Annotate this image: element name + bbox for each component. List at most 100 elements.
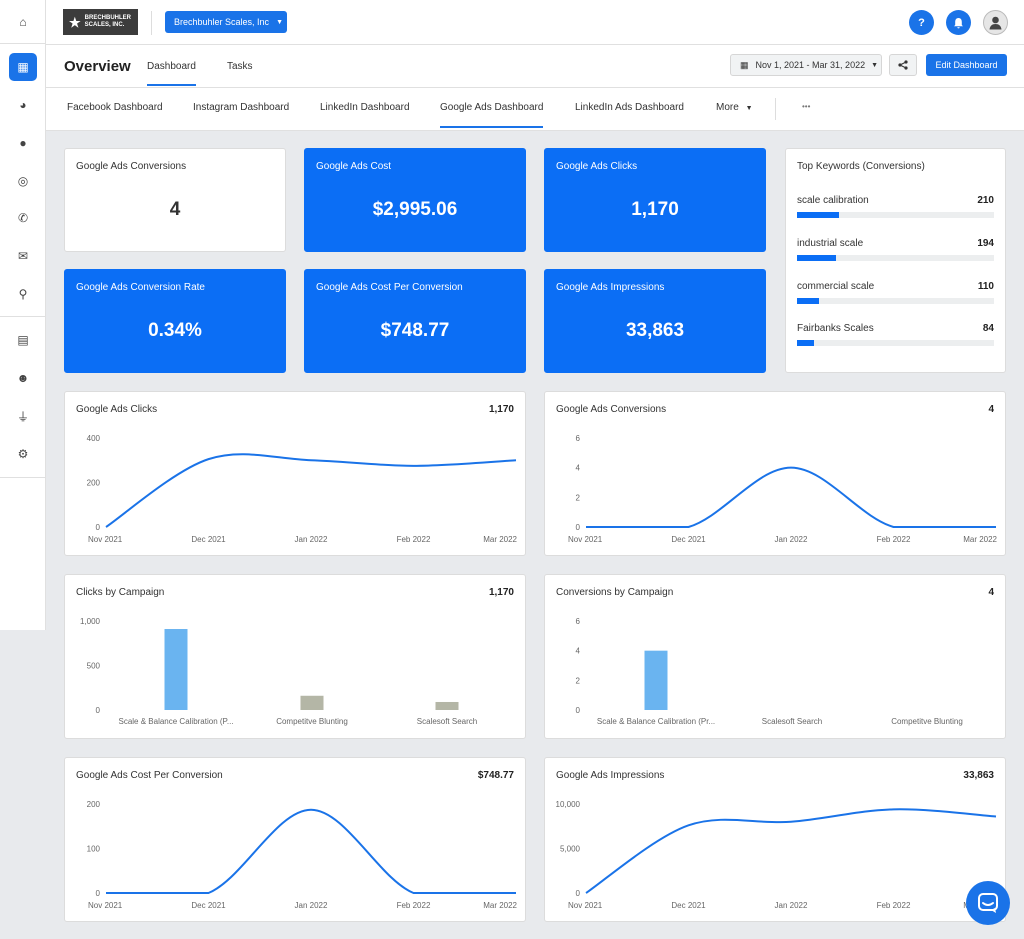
x-tick-label: Mar 2022	[483, 535, 517, 544]
notifications-button[interactable]	[946, 10, 971, 35]
chart-svg: 0 5,000 10,000 Nov 2021 Dec 2021 Jan 2022 Feb …	[556, 800, 998, 910]
pie-chart-icon[interactable]: ◕	[19, 98, 27, 112]
conversions-chart-card[interactable]: Google Ads Conversions 4 0 2 4 6 Nov 2021 Dec…	[544, 391, 1006, 556]
y-tick-label: 0	[96, 523, 101, 532]
home-icon[interactable]: ⌂	[19, 15, 27, 29]
top-keywords-card[interactable]: Top Keywords (Conversions) scale calibra…	[785, 148, 1006, 373]
chart-title: Google Ads Impressions	[556, 770, 665, 781]
bar[interactable]	[164, 629, 188, 710]
user-icon[interactable]: ☻	[16, 371, 30, 385]
keyword-bar-fill	[797, 255, 836, 261]
logo-star-icon: ★	[69, 14, 81, 30]
chart-svg: 0 2 4 6 Nov 2021 Dec 2021 Jan 2022 Feb 2022 Mar …	[568, 434, 998, 544]
clicks-by-campaign-card[interactable]: Clicks by Campaign 1,170 0 500 1,000 Scale …	[64, 574, 526, 739]
phone-icon[interactable]: ✆	[17, 211, 29, 225]
plug-icon[interactable]: ⏚	[16, 409, 29, 424]
metric-card-cost-per-conversion[interactable]: Google Ads Cost Per Conversion $748.77	[304, 269, 526, 373]
share-button[interactable]	[889, 54, 917, 76]
y-tick-label: 200	[87, 800, 101, 809]
sidebar-divider	[0, 477, 46, 478]
x-tick-label: Feb 2022	[397, 535, 431, 544]
x-tick-label: Feb 2022	[877, 535, 911, 544]
y-tick-label: 0	[576, 889, 581, 898]
impressions-chart-card[interactable]: Google Ads Impressions 33,863 0 5,000 10,0…	[544, 757, 1006, 922]
series-line	[105, 453, 517, 528]
chart-svg: 0 2 4 6 Scale & Balance Calibration (Pr... Sc…	[576, 617, 963, 726]
tab-facebook-dashboard[interactable]: Facebook Dashboard	[67, 102, 163, 113]
dashboard-icon[interactable]: ▦	[9, 53, 37, 81]
metric-card-conversions[interactable]: Google Ads Conversions 4	[64, 148, 286, 252]
card-title: Google Ads Cost	[316, 161, 392, 172]
keyword-bar-fill	[797, 340, 814, 346]
dashboard-tabs: Facebook Dashboard Instagram Dashboard L…	[46, 88, 1024, 131]
card-value: $748.77	[380, 320, 450, 341]
keyword-value: 110	[977, 281, 994, 292]
y-tick-label: 4	[576, 464, 581, 473]
x-tick-label: Mar 2022	[483, 901, 517, 910]
keyword-value: 194	[977, 238, 994, 249]
y-tick-label: 0	[576, 523, 581, 532]
tab-more[interactable]: More ▼	[716, 102, 753, 113]
metric-card-cost[interactable]: Google Ads Cost $2,995.06	[304, 148, 526, 252]
date-range-button[interactable]: ▦ Nov 1, 2021 - Mar 31, 2022 ▼	[730, 54, 882, 76]
x-tick-label: Nov 2021	[88, 535, 123, 544]
metric-card-conversion-rate[interactable]: Google Ads Conversion Rate 0.34%	[64, 269, 286, 373]
chart-title: Clicks by Campaign	[76, 587, 165, 598]
card-title: Google Ads Conversion Rate	[76, 282, 205, 293]
card-title: Google Ads Cost Per Conversion	[316, 282, 463, 293]
chat-icon[interactable]: ●	[19, 136, 27, 150]
more-options-icon[interactable]: •••	[802, 102, 811, 111]
bar[interactable]	[644, 650, 668, 710]
bar[interactable]	[435, 701, 459, 710]
user-avatar[interactable]	[983, 10, 1008, 35]
chart-svg: 0 100 200 Nov 2021 Dec 2021 Jan 2022 Feb 2022 M…	[87, 800, 518, 910]
card-title: Top Keywords (Conversions)	[797, 161, 925, 172]
x-tick-label: Feb 2022	[877, 901, 911, 910]
clicks-chart-card[interactable]: Google Ads Clicks 1,170 0 200 400 Nov 2021 D…	[64, 391, 526, 556]
edit-dashboard-button[interactable]: Edit Dashboard	[926, 54, 1007, 76]
mail-icon[interactable]: ✉	[17, 249, 29, 263]
page-header: Overview Dashboard Tasks ▦ Nov 1, 2021 -…	[46, 45, 1024, 88]
gear-icon[interactable]: ⚙	[17, 447, 29, 461]
y-tick-label: 5,000	[560, 845, 581, 854]
location-icon[interactable]: ⚲	[18, 287, 28, 301]
tab-linkedin-ads-dashboard[interactable]: LinkedIn Ads Dashboard	[575, 102, 684, 113]
tab-instagram-dashboard[interactable]: Instagram Dashboard	[193, 102, 290, 113]
card-value: 1,170	[631, 199, 679, 220]
tab-dashboard[interactable]: Dashboard	[147, 61, 196, 86]
help-button[interactable]: ?	[909, 10, 934, 35]
x-tick-label: Nov 2021	[88, 901, 123, 910]
keyword-row: Fairbanks Scales 84	[797, 323, 994, 353]
conversions-by-campaign-card[interactable]: Conversions by Campaign 4 0 2 4 6 Scale & Ba…	[544, 574, 1006, 739]
x-tick-label: Dec 2021	[671, 901, 706, 910]
keyword-value: 84	[982, 323, 994, 334]
x-tick-label: Dec 2021	[191, 535, 226, 544]
card-value: 33,863	[625, 320, 685, 341]
avatar-icon	[989, 16, 1002, 30]
keyword-bar-fill	[797, 212, 840, 218]
report-icon[interactable]: ▤	[17, 333, 29, 347]
y-tick-label: 10,000	[556, 800, 581, 809]
client-selector-button[interactable]: Brechbuhler Scales, Inc ▼	[165, 11, 287, 33]
y-tick-label: 0	[576, 706, 581, 715]
chart-total: 4	[988, 404, 994, 415]
cost-per-conversion-chart-card[interactable]: Google Ads Cost Per Conversion $748.77 0…	[64, 757, 526, 922]
metric-card-impressions[interactable]: Google Ads Impressions 33,863	[544, 269, 766, 373]
keyword-bar-track	[797, 212, 994, 218]
tab-linkedin-dashboard[interactable]: LinkedIn Dashboard	[320, 102, 410, 113]
chat-launcher-button[interactable]	[966, 881, 1010, 925]
chart-title: Google Ads Conversions	[556, 404, 667, 415]
metric-card-clicks[interactable]: Google Ads Clicks 1,170	[544, 148, 766, 252]
x-tick-label: Jan 2022	[775, 535, 808, 544]
category-label: Scalesoft Search	[417, 717, 477, 726]
keyword-value: 210	[977, 195, 994, 206]
target-icon[interactable]: ◎	[17, 174, 29, 188]
card-title: Google Ads Conversions	[76, 161, 187, 172]
tab-tasks[interactable]: Tasks	[227, 61, 253, 72]
keyword-bar-track	[797, 298, 994, 304]
bar[interactable]	[300, 695, 324, 710]
page-title: Overview	[64, 58, 131, 75]
x-tick-label: Nov 2021	[568, 901, 603, 910]
tab-google-ads-dashboard[interactable]: Google Ads Dashboard	[440, 102, 544, 128]
caret-down-icon: ▼	[745, 105, 753, 112]
